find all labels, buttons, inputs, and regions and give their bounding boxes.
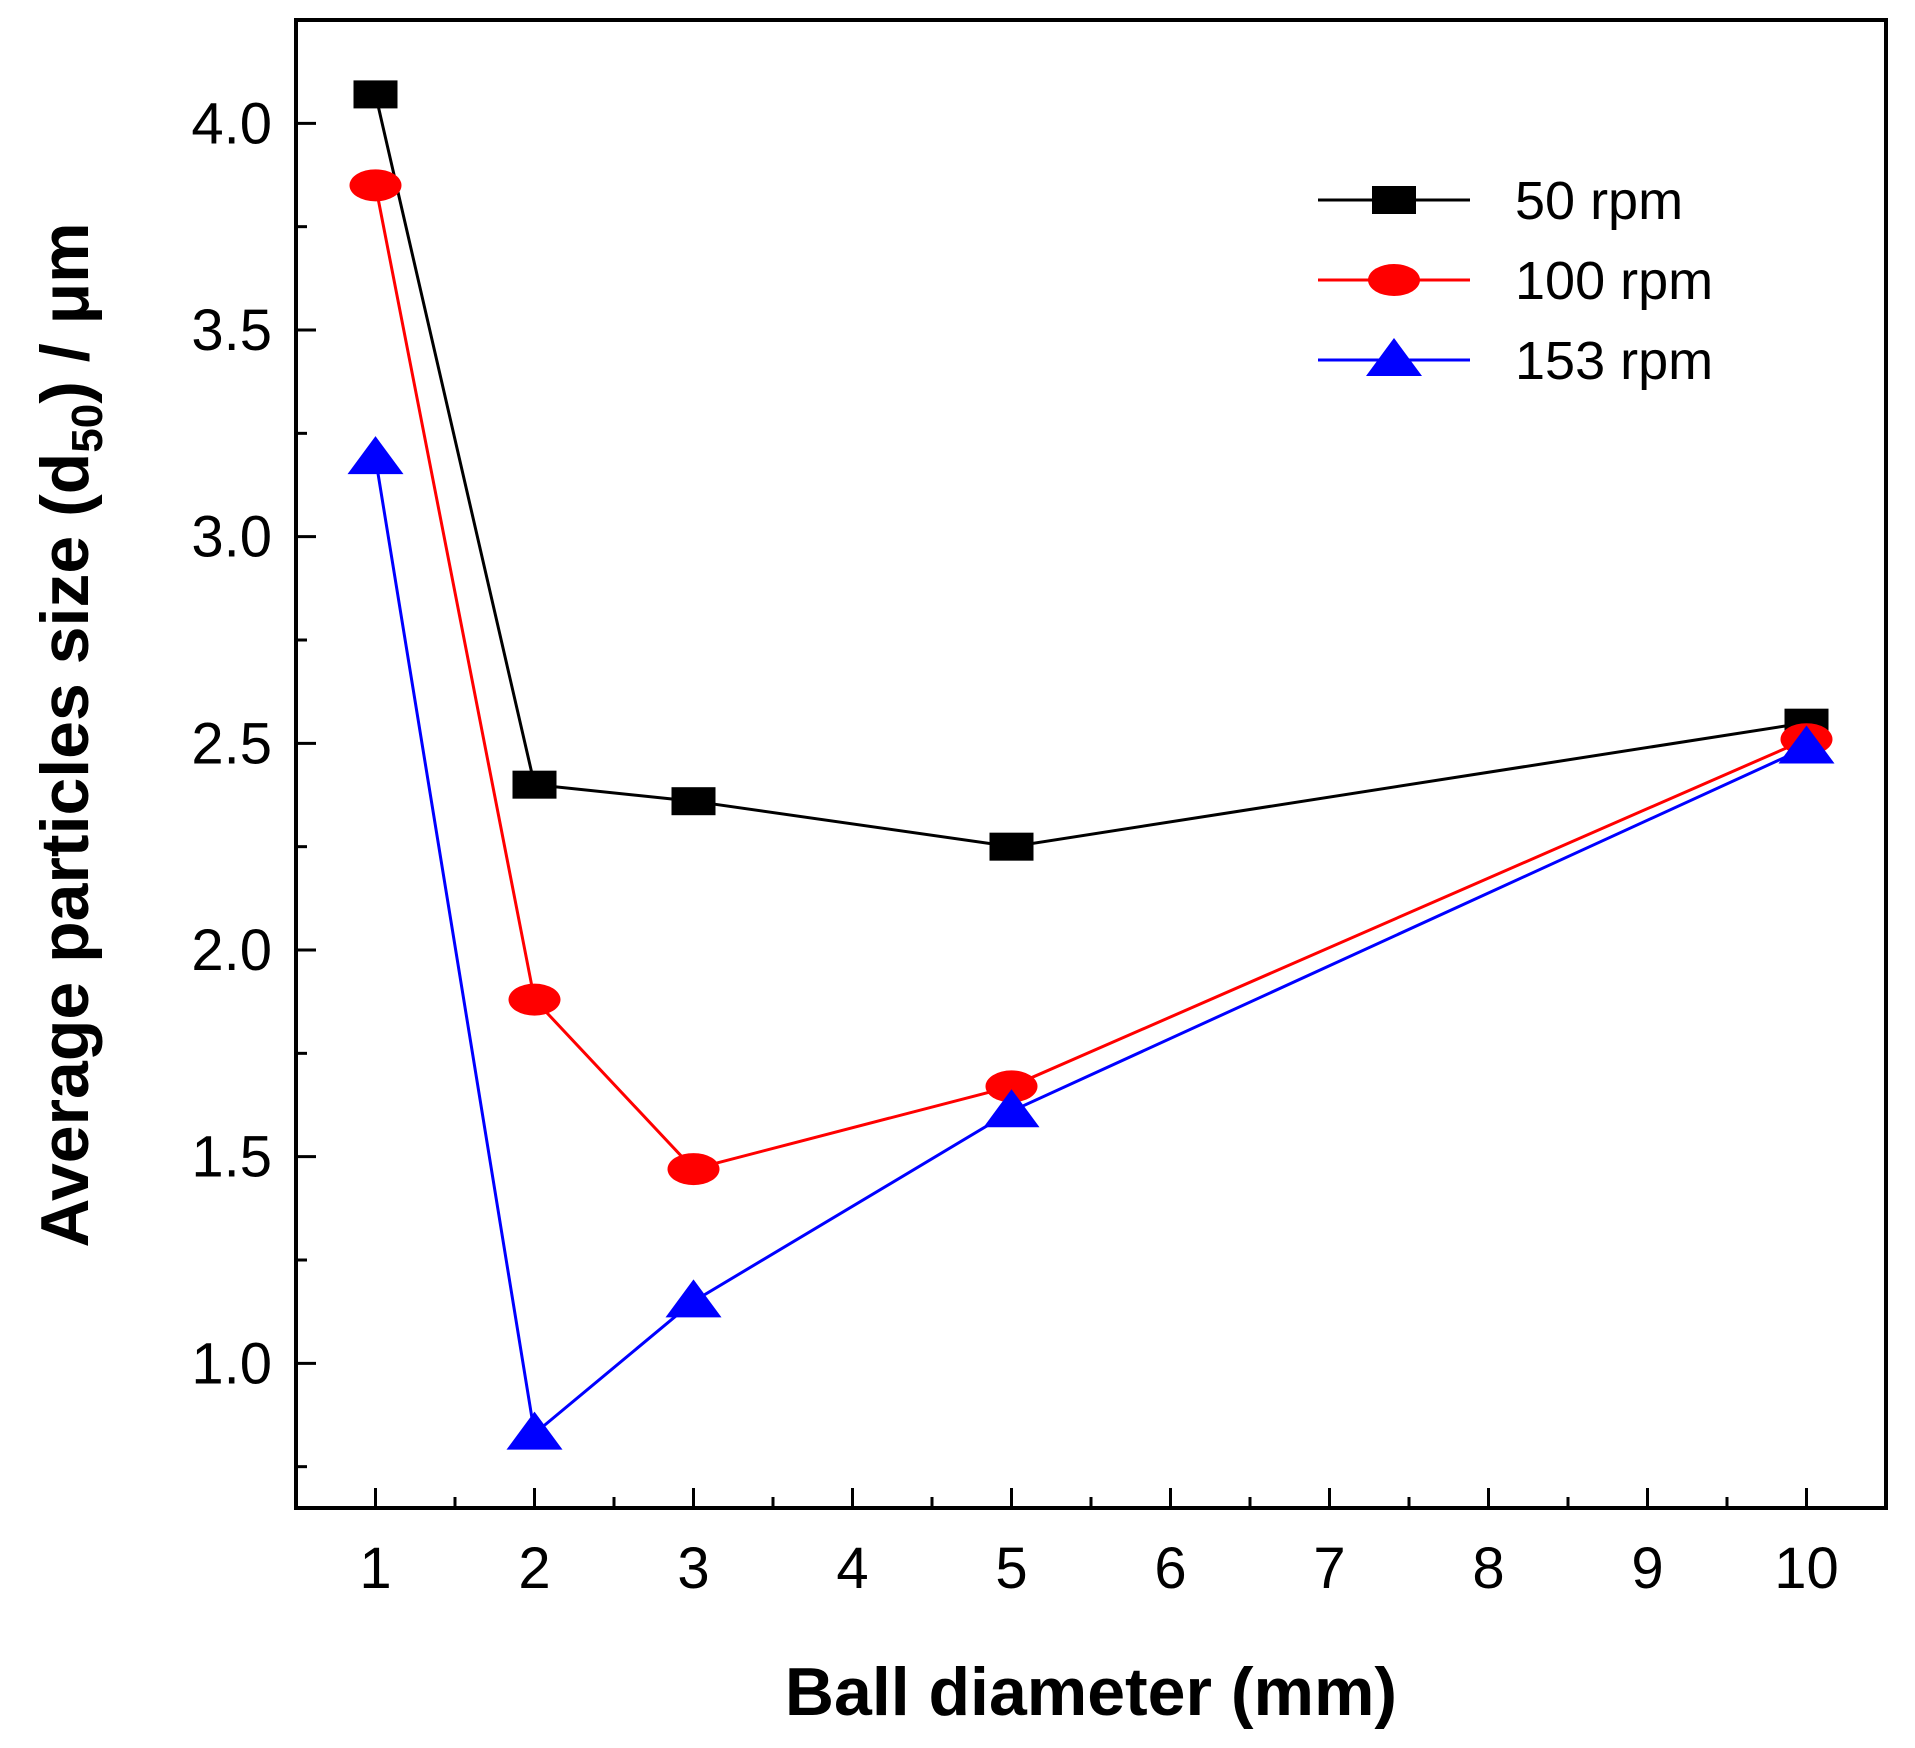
x-tick-label: 8 <box>1472 1536 1504 1601</box>
series-line <box>374 457 1808 1437</box>
series-layer <box>347 80 1835 1450</box>
data-point <box>506 1411 563 1450</box>
data-point <box>1778 725 1835 764</box>
data-point <box>349 169 402 202</box>
x-tick-label: 10 <box>1774 1536 1839 1601</box>
legend: 50 rpm 100 rpm 153 rpm <box>1318 171 1713 391</box>
x-axis-ticks: 1 2 3 4 5 6 7 8 9 10 <box>359 1488 1839 1601</box>
y-tick-label: 4.0 <box>191 91 272 156</box>
y-axis-title: Average particles size (d50) / μm <box>27 222 112 1247</box>
y-axis-title-end: ) / μm <box>27 222 103 403</box>
legend-label: 50 rpm <box>1515 171 1683 231</box>
series-100-rpm <box>349 169 1833 1186</box>
y-tick-label: 2.5 <box>191 711 272 776</box>
y-tick-label: 3.0 <box>191 505 272 570</box>
y-axis-title-subscript: 50 <box>63 404 112 453</box>
legend-label: 153 rpm <box>1515 331 1713 391</box>
legend-marker <box>1372 186 1416 214</box>
plot-frame <box>294 18 1888 1510</box>
y-tick-label: 2.0 <box>191 918 272 983</box>
y-axis-ticks: 1.0 1.5 2.0 2.5 3.0 3.5 4.0 <box>191 91 316 1469</box>
legend-marker <box>1366 338 1422 376</box>
legend-item: 50 rpm <box>1318 171 1683 231</box>
x-tick-label: 2 <box>518 1536 550 1601</box>
legend-item: 153 rpm <box>1318 331 1713 391</box>
data-point <box>347 436 404 475</box>
series-153-rpm <box>347 436 1835 1450</box>
data-point <box>985 1070 1038 1103</box>
data-point <box>671 787 716 816</box>
data-point <box>989 832 1034 861</box>
x-tick-label: 1 <box>359 1536 391 1601</box>
legend-item: 100 rpm <box>1318 251 1713 311</box>
y-tick-label: 1.5 <box>191 1125 272 1190</box>
legend-label: 100 rpm <box>1515 251 1713 311</box>
data-point <box>983 1089 1040 1128</box>
series-50-rpm <box>353 80 1829 861</box>
legend-marker <box>1368 264 1420 296</box>
x-tick-label: 4 <box>836 1536 868 1601</box>
data-point <box>667 1153 720 1186</box>
y-axis-title-main: Average particles size (d <box>27 453 103 1248</box>
x-tick-label: 5 <box>995 1536 1027 1601</box>
x-axis-title: Ball diameter (mm) <box>785 1654 1397 1730</box>
y-tick-label: 3.5 <box>191 298 272 363</box>
data-point <box>512 770 557 799</box>
x-tick-label: 3 <box>677 1536 709 1601</box>
y-tick-label: 1.0 <box>191 1331 272 1396</box>
data-point <box>665 1279 722 1318</box>
x-tick-label: 6 <box>1154 1536 1186 1601</box>
x-tick-label: 9 <box>1631 1536 1663 1601</box>
data-point <box>508 983 561 1016</box>
data-point <box>353 80 398 109</box>
x-tick-label: 7 <box>1313 1536 1345 1601</box>
